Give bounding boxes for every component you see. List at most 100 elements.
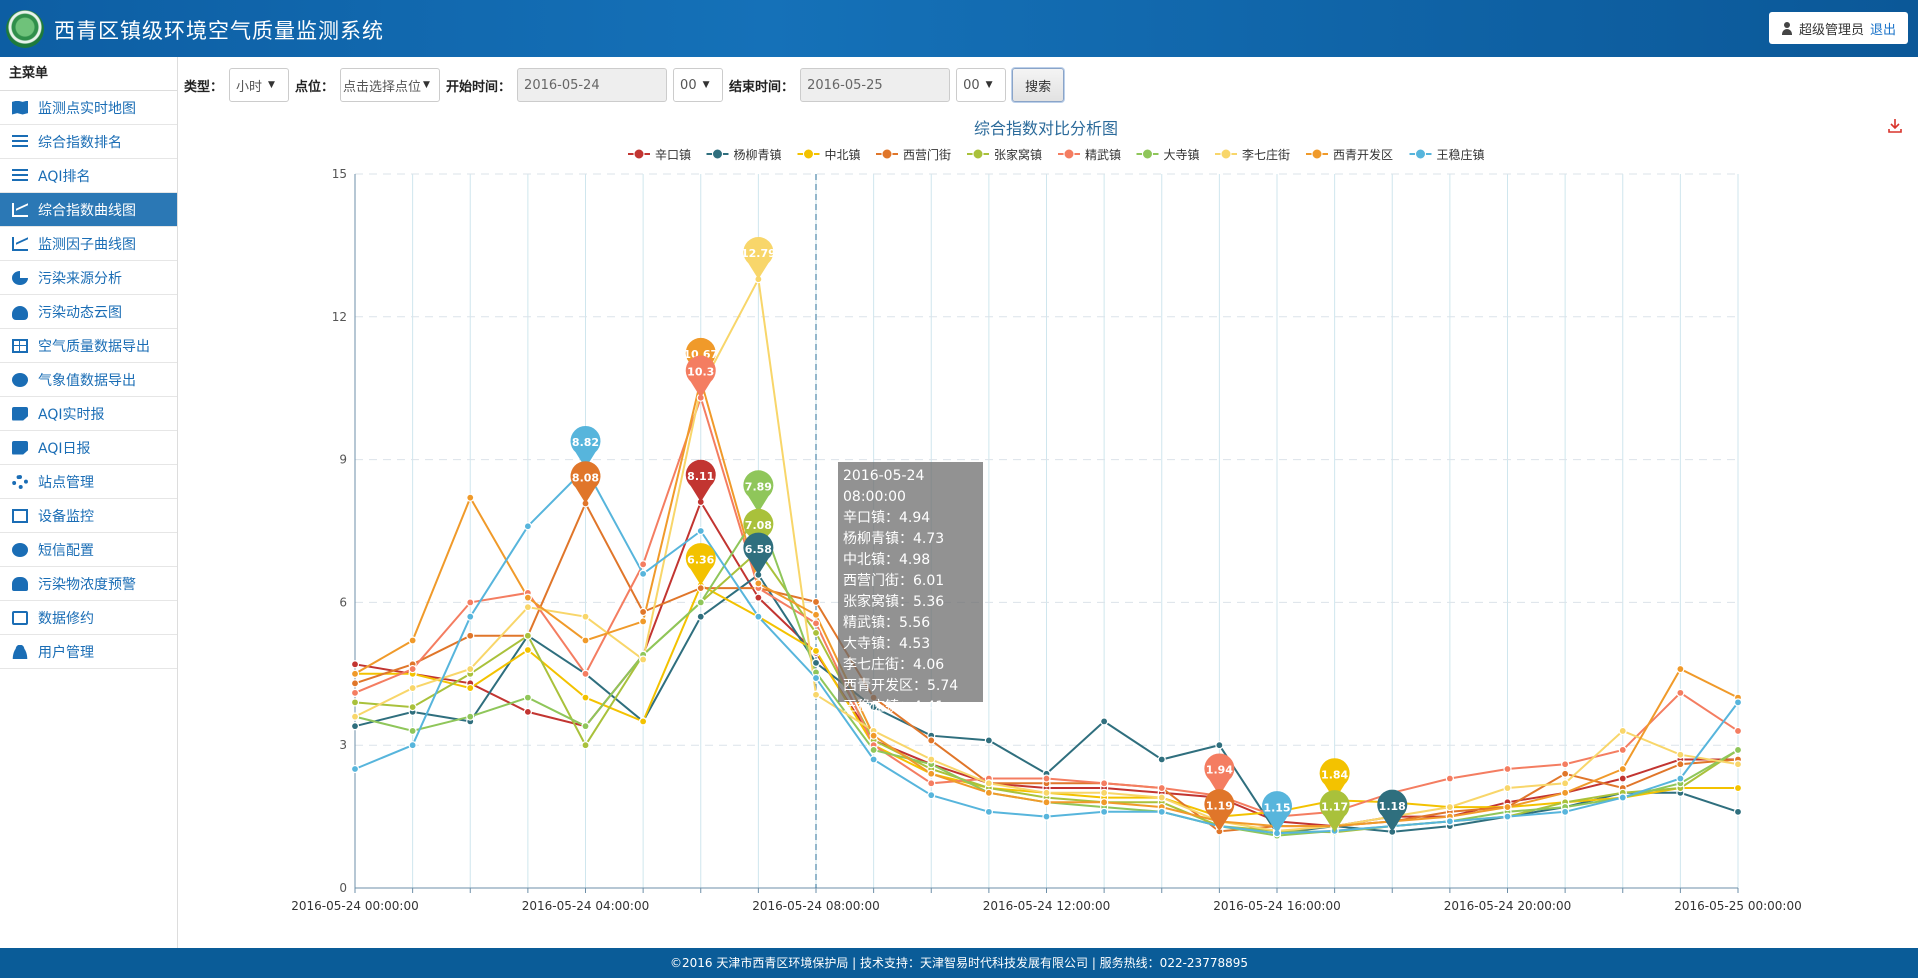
data-point[interactable]	[811, 690, 821, 699]
data-point[interactable]	[1618, 764, 1627, 774]
type-select[interactable]: 小时 ▼	[229, 68, 290, 102]
data-point[interactable]	[523, 645, 532, 655]
point-select[interactable]: 点击选择点位 ▼	[340, 68, 441, 102]
data-point[interactable]	[350, 688, 360, 697]
data-point[interactable]	[927, 791, 936, 800]
data-point[interactable]	[1561, 807, 1570, 816]
data-point[interactable]	[927, 769, 936, 778]
data-point[interactable]	[811, 628, 821, 637]
data-point[interactable]	[1618, 726, 1627, 736]
sidebar-item-2[interactable]: AQI排名	[0, 159, 177, 193]
data-point[interactable]	[1561, 769, 1570, 778]
data-point[interactable]	[1445, 802, 1454, 812]
legend-item[interactable]: 中北镇	[797, 147, 861, 162]
data-point[interactable]	[639, 607, 648, 617]
data-point[interactable]	[523, 693, 532, 702]
sidebar-item-14[interactable]: 污染物浓度预警	[0, 567, 177, 601]
sidebar-item-15[interactable]: 数据修约	[0, 601, 177, 635]
data-point[interactable]	[1733, 698, 1743, 707]
data-point[interactable]	[754, 593, 763, 602]
data-point[interactable]	[984, 736, 993, 745]
data-point[interactable]	[1100, 807, 1109, 816]
data-point[interactable]	[1561, 779, 1570, 788]
data-point[interactable]	[523, 603, 532, 612]
data-point[interactable]	[869, 745, 878, 755]
logout-link[interactable]: 退出	[1869, 22, 1896, 38]
data-point[interactable]	[1157, 807, 1166, 816]
data-point[interactable]	[1618, 774, 1627, 783]
data-point[interactable]	[1503, 764, 1512, 774]
data-point[interactable]	[581, 669, 590, 678]
legend-item[interactable]: 杨柳青镇	[706, 147, 782, 162]
data-point[interactable]	[1100, 788, 1109, 797]
sidebar-item-4[interactable]: 监测因子曲线图	[0, 227, 177, 261]
start-hour-select[interactable]: 00 ▼	[673, 68, 724, 102]
data-point[interactable]	[1676, 664, 1685, 674]
data-point[interactable]	[408, 726, 417, 736]
data-point[interactable]	[408, 664, 417, 674]
sidebar-item-6[interactable]: 污染动态云图	[0, 295, 177, 329]
data-point[interactable]	[408, 683, 417, 693]
data-point[interactable]	[639, 560, 648, 569]
data-point[interactable]	[1676, 688, 1685, 697]
data-point[interactable]	[1157, 783, 1166, 793]
data-point[interactable]	[466, 493, 475, 502]
data-point[interactable]	[1042, 798, 1051, 807]
sidebar-item-0[interactable]: 监测点实时地图	[0, 91, 177, 125]
legend-item[interactable]: 辛口镇	[628, 148, 691, 162]
data-point[interactable]	[581, 612, 590, 621]
data-point[interactable]	[350, 712, 360, 721]
data-point[interactable]	[811, 673, 821, 683]
data-point[interactable]	[581, 741, 590, 750]
data-point[interactable]	[523, 522, 532, 531]
legend-item[interactable]: 西营门街	[876, 147, 951, 162]
data-point[interactable]	[1503, 783, 1512, 793]
data-point[interactable]	[350, 660, 360, 669]
data-point[interactable]	[696, 612, 705, 621]
data-point[interactable]	[639, 655, 648, 664]
data-point[interactable]	[1445, 817, 1454, 826]
data-point[interactable]	[466, 712, 475, 721]
data-point[interactable]	[1042, 788, 1051, 797]
start-date-input[interactable]: 2016-05-24	[517, 68, 668, 102]
data-point[interactable]	[811, 658, 821, 667]
data-point[interactable]	[1733, 760, 1743, 769]
data-point[interactable]	[1215, 741, 1224, 750]
data-point[interactable]	[1733, 807, 1743, 816]
data-point[interactable]	[696, 584, 705, 593]
data-point[interactable]	[1676, 760, 1685, 769]
data-point[interactable]	[927, 755, 936, 764]
legend-item[interactable]: 李七庄街	[1215, 147, 1290, 162]
sidebar-item-13[interactable]: 短信配置	[0, 533, 177, 567]
data-point[interactable]	[639, 569, 648, 578]
data-point[interactable]	[1042, 812, 1051, 821]
data-point[interactable]	[1157, 755, 1166, 764]
legend-item[interactable]: 张家窝镇	[967, 147, 1042, 162]
legend-item[interactable]: 西青开发区	[1306, 147, 1393, 162]
data-point[interactable]	[754, 612, 763, 621]
data-point[interactable]	[754, 579, 763, 588]
data-point[interactable]	[811, 610, 821, 619]
sidebar-item-8[interactable]: 气象值数据导出	[0, 363, 177, 397]
data-point[interactable]	[1733, 783, 1743, 793]
sidebar-item-9[interactable]: AQI实时报	[0, 397, 177, 431]
data-point[interactable]	[466, 612, 475, 621]
legend-item[interactable]: 王稳庄镇	[1409, 147, 1485, 162]
data-point[interactable]	[466, 664, 475, 674]
sidebar-item-10[interactable]: AQI日报	[0, 431, 177, 465]
data-point[interactable]	[1676, 750, 1685, 759]
data-point[interactable]	[811, 646, 821, 656]
data-point[interactable]	[350, 764, 360, 774]
legend-item[interactable]: 大寺镇	[1136, 148, 1200, 162]
data-point[interactable]	[523, 631, 532, 640]
data-point[interactable]	[466, 598, 475, 607]
sidebar-item-3[interactable]: 综合指数曲线图	[0, 193, 177, 227]
data-point[interactable]	[1100, 779, 1109, 788]
sidebar-item-16[interactable]: 用户管理	[0, 635, 177, 669]
data-point[interactable]	[696, 598, 705, 607]
legend-item[interactable]: 精武镇	[1058, 148, 1121, 162]
data-point[interactable]	[1100, 798, 1109, 807]
data-point[interactable]	[1618, 745, 1627, 755]
sidebar-item-5[interactable]: 污染来源分析	[0, 261, 177, 295]
data-point[interactable]	[1561, 760, 1570, 769]
